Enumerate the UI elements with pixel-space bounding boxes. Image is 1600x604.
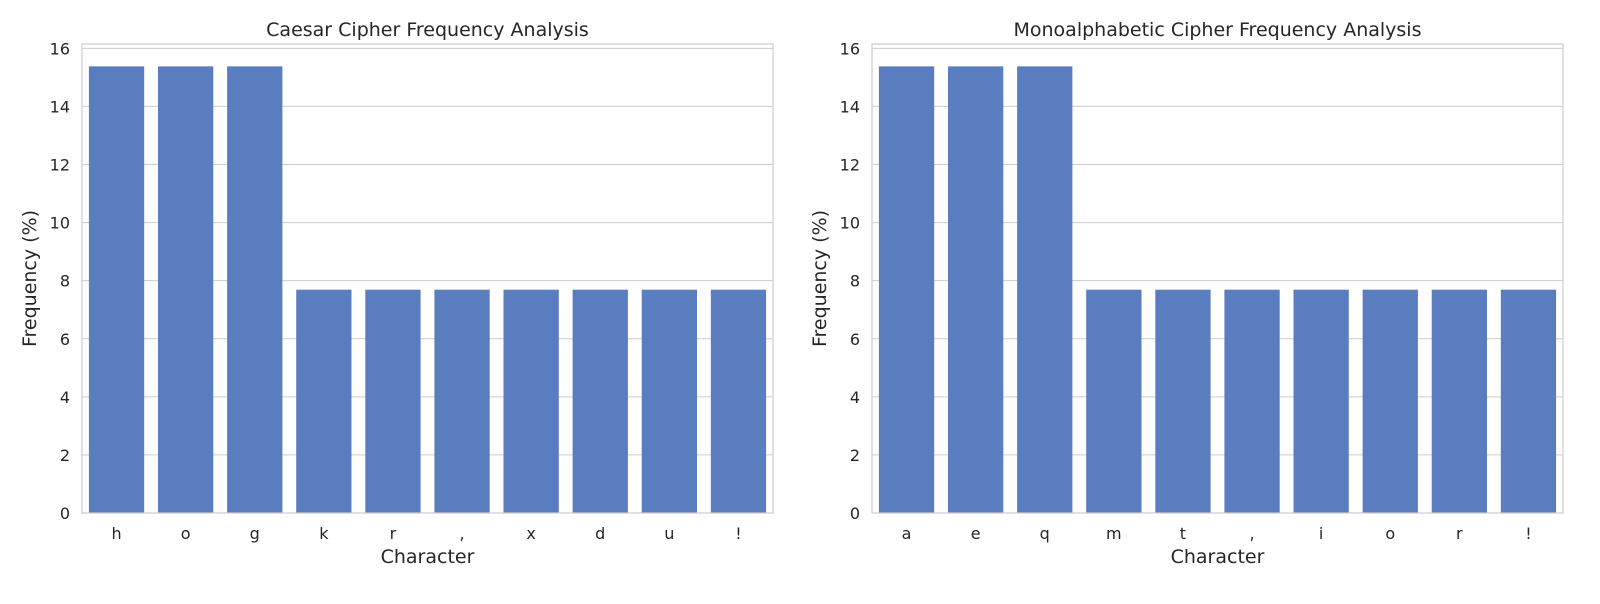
- caesar-chart: 0 2 4 6 8 10 12 14 16 h o g k r, x d u! Caesar Cipher F…: [0, 0, 790, 604]
- bar-2: [1017, 66, 1073, 513]
- x-tick-label: r: [390, 524, 397, 543]
- x-tick-label: k: [319, 524, 329, 543]
- bar-1: [948, 66, 1004, 513]
- bar-8: [1431, 289, 1487, 513]
- bar-8: [641, 289, 697, 513]
- bar-7: [572, 289, 628, 513]
- x-tick-label: i: [1319, 524, 1323, 543]
- bar-2: [227, 66, 283, 513]
- bar-5: [1224, 289, 1280, 513]
- x-tick-label: a: [902, 524, 912, 543]
- y-tick-label: 6: [850, 330, 860, 349]
- y-tick-label: 14: [50, 97, 70, 116]
- x-axis-label: Character: [1171, 546, 1265, 568]
- y-axis-label: Frequency (%): [809, 210, 831, 347]
- bar-6: [1293, 289, 1349, 513]
- x-tick-label: o: [1385, 524, 1395, 543]
- y-tick-label: 8: [850, 272, 860, 291]
- y-tick-label: 16: [840, 39, 860, 58]
- x-tick-label: !: [1525, 524, 1531, 543]
- plot-frame: [871, 43, 1564, 514]
- y-tick-label: 0: [60, 504, 70, 523]
- y-axis-label: Frequency (%): [19, 210, 41, 347]
- x-tick-label: m: [1106, 524, 1122, 543]
- y-tick-label: 0: [850, 504, 860, 523]
- x-tick-label: h: [111, 524, 121, 543]
- y-tick-label: 10: [50, 214, 70, 233]
- x-tick-label: o: [181, 524, 191, 543]
- bar-4: [1155, 289, 1211, 513]
- x-tick-label: !: [735, 524, 741, 543]
- x-tick-label: x: [526, 524, 535, 543]
- bar-6: [503, 289, 559, 513]
- x-axis-label: Character: [381, 546, 475, 568]
- y-tick-label: 4: [850, 388, 860, 407]
- y-tick-label: 4: [60, 388, 70, 407]
- y-tick-label: 10: [840, 214, 860, 233]
- chart-title: Monoalphabetic Cipher Frequency Analysis: [1014, 19, 1422, 41]
- x-tick-label: r: [1456, 524, 1463, 543]
- bar-9: [710, 289, 767, 513]
- y-tick-label: 6: [60, 330, 70, 349]
- x-tick-label: q: [1040, 524, 1050, 543]
- bar-7: [1362, 289, 1418, 513]
- y-tick-label: 16: [50, 39, 70, 58]
- plot-frame: [81, 43, 774, 514]
- bar-5: [434, 289, 490, 513]
- x-tick-label: u: [664, 524, 674, 543]
- y-tick-label: 2: [850, 446, 860, 465]
- x-tick-label: t: [1180, 524, 1186, 543]
- chart-title: Caesar Cipher Frequency Analysis: [266, 19, 589, 41]
- bar-4: [365, 289, 421, 513]
- bar-0: [878, 66, 935, 513]
- y-tick-label: 2: [60, 446, 70, 465]
- bar-3: [1086, 289, 1142, 513]
- bar-1: [158, 66, 214, 513]
- bar-9: [1500, 289, 1557, 513]
- x-tick-label: d: [595, 524, 605, 543]
- caesar-chart-svg: 0 2 4 6 8 10 12 14 16 h o g k r, x d u! Caesar Cipher F…: [19, 19, 774, 568]
- bar-3: [296, 289, 352, 513]
- monoalphabetic-chart-svg: 0 2 4 6 8 10 12 14 16 a e q m t, i o r! Monoalphabetic …: [809, 19, 1564, 568]
- monoalphabetic-chart: 0 2 4 6 8 10 12 14 16 a e q m t, i o r! Monoalphabetic …: [790, 0, 1580, 604]
- bar-0: [88, 66, 145, 513]
- y-tick-label: 12: [840, 156, 860, 175]
- y-tick-label: 12: [50, 156, 70, 175]
- x-tick-label: e: [971, 524, 981, 543]
- x-tick-label: ,: [1250, 524, 1255, 543]
- x-tick-label: ,: [460, 524, 465, 543]
- x-tick-label: g: [250, 524, 260, 543]
- y-tick-label: 8: [60, 272, 70, 291]
- y-tick-label: 14: [840, 97, 860, 116]
